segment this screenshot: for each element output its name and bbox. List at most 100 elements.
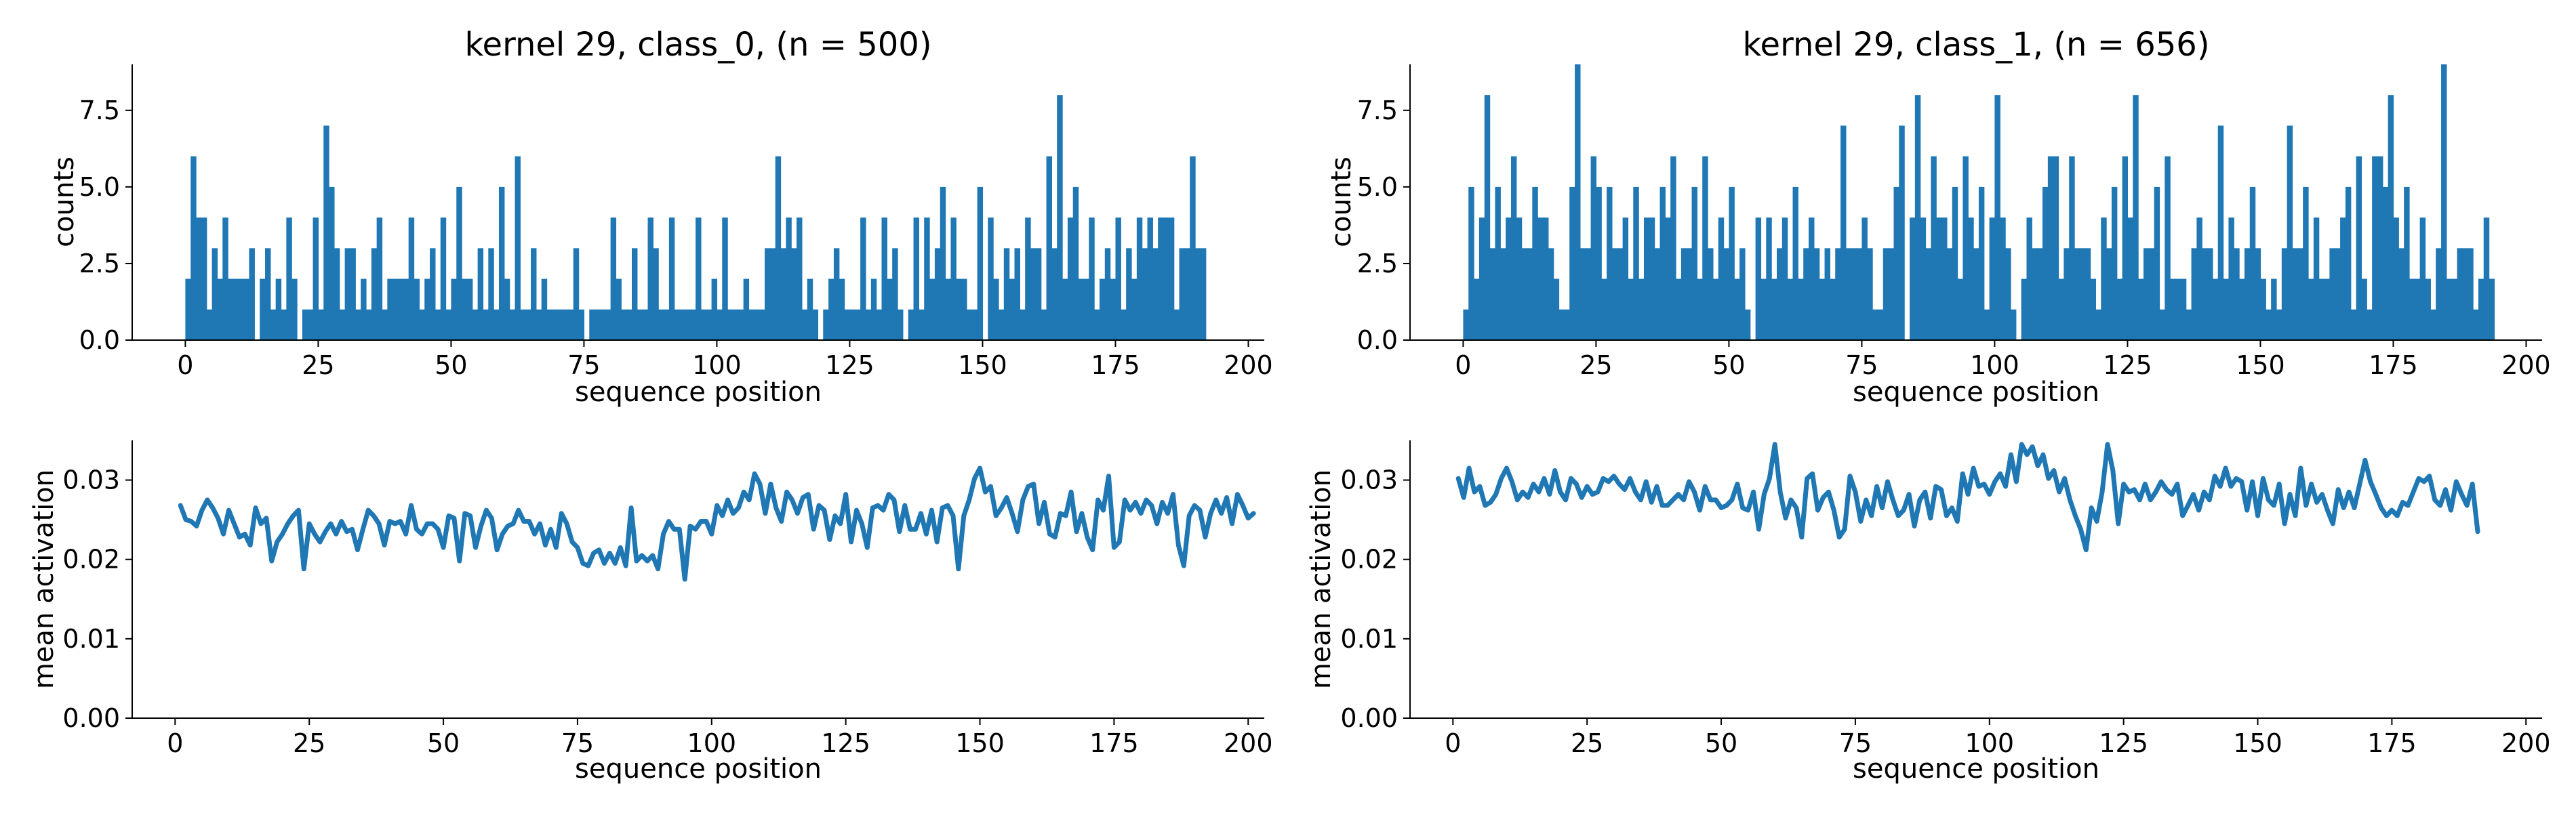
bar [1046,156,1052,341]
y-tick-label: 7.5 [1357,96,1398,125]
bar [2249,186,2256,340]
bar [1830,278,1836,340]
x-tick-label: 25 [293,728,325,758]
bar [1744,309,1751,340]
bar [376,217,383,340]
bar [1014,248,1020,340]
bar [780,248,786,340]
bar [2005,248,2011,340]
bar [945,278,952,340]
chart-title: kernel 29, class_0, (n = 500) [464,26,931,64]
bar [977,186,984,340]
bar [567,309,574,340]
bar [286,217,292,340]
y-tick-label: 0.01 [62,624,120,654]
bar [1152,248,1159,340]
bar [504,278,510,340]
bar [1184,248,1190,340]
bar [2425,278,2431,340]
y-tick-label: 0.0 [79,325,120,355]
bar [1676,278,1682,340]
x-tick-label: 175 [2367,728,2417,758]
bar [2191,248,2197,340]
bar [1030,248,1037,340]
bar [313,217,319,340]
bar [424,278,430,340]
bar [2303,186,2309,340]
bar [1659,186,1666,340]
bar [2217,125,2224,340]
bar [998,309,1005,340]
bar [1575,64,1581,340]
bar [1936,217,1942,340]
bar [387,278,393,340]
bar [2122,156,2129,341]
bar [2335,248,2341,340]
bar [1527,248,1533,340]
bar [2324,278,2330,340]
bar [382,309,388,340]
bar [2026,217,2032,340]
bar [440,217,447,340]
bar [1691,186,1697,340]
x-tick-label: 50 [1705,728,1737,758]
bar [1057,95,1063,340]
bar [483,309,489,340]
bar [2196,217,2202,340]
bar [626,309,632,340]
bar [621,309,627,340]
bar [1888,248,1895,340]
bar [717,309,723,340]
x-tick-label: 0 [1445,728,1461,758]
bar [599,309,606,340]
bar [1020,309,1026,340]
bar [1994,95,2000,340]
bar [1813,248,1820,340]
bar [1851,248,1857,340]
bar [2207,248,2213,340]
bar [759,309,765,340]
x-axis-label: sequence position [1853,377,2099,408]
bar [2446,278,2453,340]
bar [797,217,803,340]
bar [2064,248,2070,340]
bar [775,156,782,341]
bar [2186,309,2192,340]
bar [1564,309,1570,340]
bar [908,309,914,340]
bar [956,278,962,340]
bar [419,309,425,340]
bar [307,309,314,340]
bar [616,278,622,340]
bar [1946,248,1953,340]
bar [456,186,462,340]
bar [2127,217,2133,340]
bar [1500,248,1506,340]
bar [2143,248,2150,340]
bar [1792,186,1798,340]
bar [233,278,239,340]
bar [212,248,218,340]
bar [2462,248,2468,340]
bar [2404,186,2410,340]
mean-activation-class-0: 0 25 50 75 100 125 150 175 200 0.00 0.01 0.02 0.03 s… [28,440,1273,785]
bar [2361,278,2367,340]
bar [1495,186,1501,340]
bar [462,278,468,340]
y-tick-label: 0.03 [1340,465,1398,495]
bar [1989,217,1996,340]
bar [2271,278,2277,340]
bar [2133,95,2139,340]
bar [1089,217,1095,340]
bar [2457,248,2463,340]
bar [451,278,457,340]
bar [664,309,670,340]
bar [696,217,702,340]
bar [291,278,298,340]
bar [573,248,580,340]
bar [2414,278,2421,340]
histogram-class-1: kernel 29, class_1, (n = 656) 0 25 50 75 100… [1326,26,2551,408]
bar [823,309,829,340]
bar [950,217,957,340]
